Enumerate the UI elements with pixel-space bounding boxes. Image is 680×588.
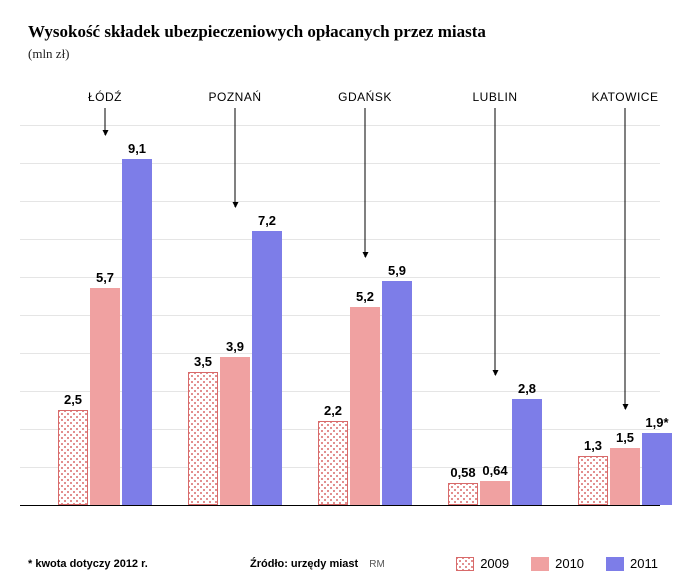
bar-2011 [122,159,152,505]
chart-title: Wysokość składek ubezpieczeniowych opłac… [28,22,486,42]
bar-2011 [642,433,672,505]
legend-swatch [606,557,624,571]
chart-unit: (mln zł) [28,46,70,62]
bar-2010 [220,357,250,505]
bar-2011 [252,231,282,505]
bar-2010 [610,448,640,505]
bar-2010 [480,481,510,505]
source-line: Źródło: urzędy miast RM [250,558,385,570]
legend-item: 2009 [456,556,509,571]
category-label: ŁÓDŹ [88,90,122,104]
bar-2009 [188,372,218,505]
bar-2009 [578,456,608,505]
bar-2010 [90,288,120,505]
chart-plot-area [20,125,660,505]
legend-swatch [531,557,549,571]
legend-swatch [456,557,474,571]
category-label: POZNAŃ [208,90,261,104]
category-label: KATOWICE [592,90,659,104]
bar-2009 [58,410,88,505]
category-label: GDAŃSK [338,90,392,104]
bar-2011 [512,399,542,505]
legend-label: 2009 [480,556,509,571]
legend-item: 2010 [531,556,584,571]
category-label: LUBLIN [472,90,517,104]
bar-2010 [350,307,380,505]
legend-item: 2011 [606,556,658,571]
legend-label: 2011 [630,556,658,571]
bar-2009 [448,483,478,505]
bar-2009 [318,421,348,505]
source-label: Źródło: urzędy miast [250,558,358,570]
bar-2011 [382,281,412,505]
gridline [20,505,660,506]
footnote: * kwota dotyczy 2012 r. [28,558,148,570]
source-credit: RM [369,559,385,570]
legend-label: 2010 [555,556,584,571]
chart-legend: 2009 2010 2011 [456,556,658,571]
